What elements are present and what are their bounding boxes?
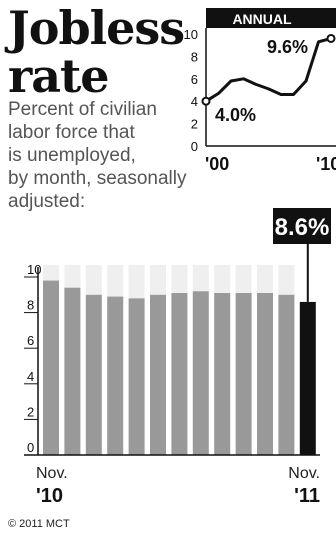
bar-background xyxy=(128,265,145,299)
bar-x-label-year: '11 xyxy=(294,485,320,507)
annual-point-start xyxy=(201,96,211,106)
title-line-1: Jobless xyxy=(8,1,185,55)
annual-point-end xyxy=(326,33,336,43)
annual-header-bar xyxy=(206,8,336,28)
bar-x-label-month: Nov. xyxy=(36,465,68,482)
bar xyxy=(192,291,209,455)
annual-y-tick-label: 2 xyxy=(191,117,198,132)
annual-y-tick-label: 4 xyxy=(191,94,198,109)
subtitle-line-5: adjusted: xyxy=(8,191,86,212)
bar xyxy=(43,280,59,455)
bar-background xyxy=(235,265,252,294)
bar-background xyxy=(278,265,295,295)
bar-y-tick-label: 6 xyxy=(27,333,34,348)
bar-background xyxy=(85,265,102,295)
bar xyxy=(64,287,81,455)
title-line-2: rate xyxy=(8,49,110,103)
subtitle-line-3: is unemployed, xyxy=(8,145,136,166)
chart-title: Jobless rate xyxy=(8,1,185,103)
bar xyxy=(85,294,102,455)
callout-value: 8.6% xyxy=(275,214,330,241)
annual-annotation-start: 4.0% xyxy=(215,105,256,125)
annual-y-tick-label: 0 xyxy=(191,139,198,154)
bar xyxy=(257,293,273,455)
callout-box xyxy=(273,208,331,244)
bar-background xyxy=(64,265,81,288)
bar-y-tick-label: 4 xyxy=(27,369,34,384)
bar-x-label-year: '10 xyxy=(36,485,63,507)
annual-rate-line xyxy=(205,37,332,103)
chart-subtitle: Percent of civilian labor force that is … xyxy=(8,98,198,213)
bar xyxy=(171,293,188,455)
bar xyxy=(107,296,124,455)
bar-background xyxy=(171,265,188,294)
bar-background xyxy=(107,265,124,297)
annual-annotation-end: 9.6% xyxy=(267,37,308,57)
bar-y-tick-label: 10 xyxy=(27,262,41,277)
bar xyxy=(278,294,295,455)
bar-background xyxy=(150,265,166,295)
subtitle-line-1: Percent of civilian xyxy=(8,99,157,120)
bar-y-tick-label: 8 xyxy=(27,298,34,313)
bar-background xyxy=(214,265,231,294)
bar-x-label-month: Nov. xyxy=(288,465,320,482)
annual-header-label: ANNUAL xyxy=(232,11,292,27)
subtitle-line-4: by month, seasonally xyxy=(8,168,187,189)
bar-background xyxy=(192,265,209,292)
bar-background xyxy=(43,265,59,281)
annual-y-tick-label: 8 xyxy=(191,49,198,64)
bar-y-tick-label: 2 xyxy=(27,404,34,419)
annual-x-tick-label: '10 xyxy=(316,154,336,174)
bar xyxy=(214,293,231,455)
bar-background xyxy=(257,265,273,294)
credit: © 2011 MCT xyxy=(8,518,70,530)
bar-y-tick-label: 0 xyxy=(27,440,34,455)
subtitle-line-2: labor force that xyxy=(8,122,135,143)
bar xyxy=(128,298,145,455)
annual-y-tick-label: 6 xyxy=(191,72,198,87)
bar xyxy=(150,294,166,455)
bar xyxy=(235,293,252,455)
annual-y-tick-label: 10 xyxy=(184,27,198,42)
bar-highlight xyxy=(299,301,316,455)
annual-x-tick-label: '00 xyxy=(205,154,229,174)
